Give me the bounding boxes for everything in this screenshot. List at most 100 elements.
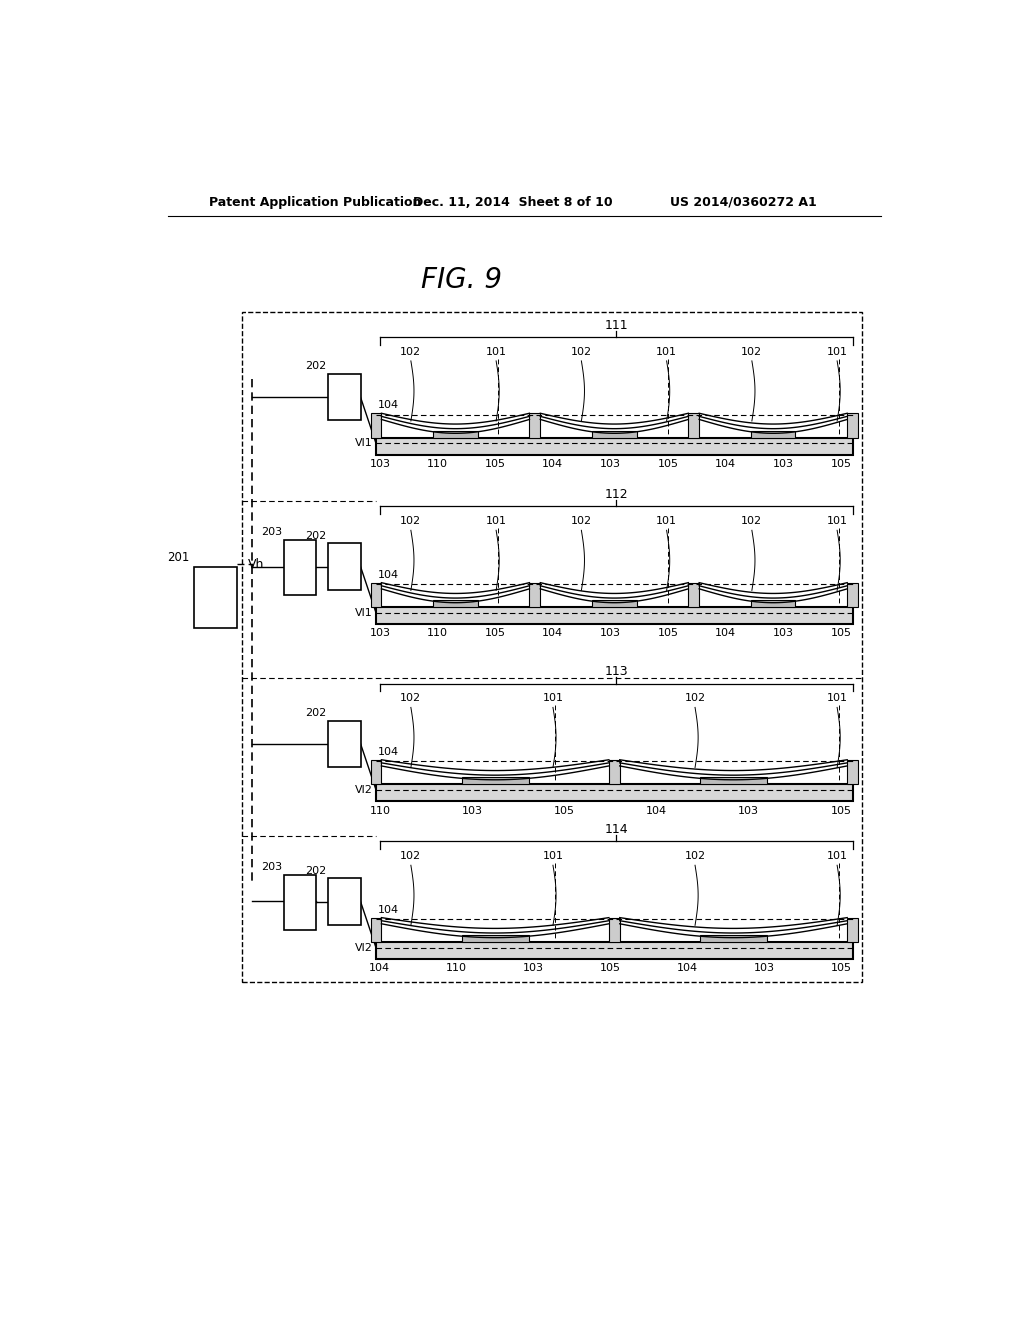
- Text: 104: 104: [543, 628, 563, 639]
- Text: Vl1: Vl1: [355, 438, 373, 449]
- Text: 103: 103: [370, 628, 390, 639]
- Text: 103: 103: [773, 459, 794, 469]
- Text: 102: 102: [400, 516, 422, 527]
- Text: Vl2: Vl2: [355, 942, 373, 953]
- Text: 105: 105: [830, 459, 852, 469]
- Bar: [433, 601, 477, 607]
- Text: 102: 102: [400, 693, 422, 704]
- Text: 105: 105: [484, 459, 506, 469]
- Bar: [529, 413, 541, 438]
- Bar: [376, 438, 853, 455]
- Text: 102: 102: [400, 347, 422, 356]
- Bar: [328, 721, 360, 767]
- Text: 101: 101: [485, 516, 507, 527]
- Text: 102: 102: [684, 851, 706, 861]
- Bar: [371, 582, 381, 607]
- Text: 101: 101: [656, 516, 677, 527]
- Text: 101: 101: [826, 516, 848, 527]
- Bar: [847, 760, 858, 784]
- Text: Vl2: Vl2: [355, 785, 373, 795]
- Text: 101: 101: [826, 347, 848, 356]
- Text: 104: 104: [646, 805, 667, 816]
- Bar: [284, 540, 316, 595]
- Text: 104: 104: [715, 459, 736, 469]
- Text: 114: 114: [604, 824, 628, 837]
- Text: 102: 102: [684, 693, 706, 704]
- Bar: [529, 582, 541, 607]
- Text: 203: 203: [261, 862, 283, 871]
- Text: 102: 102: [570, 516, 592, 527]
- Text: 105: 105: [484, 628, 506, 639]
- Text: 110: 110: [446, 964, 467, 973]
- Text: 104: 104: [677, 964, 697, 973]
- Text: 103: 103: [523, 964, 544, 973]
- Bar: [609, 917, 620, 942]
- Text: 104: 104: [715, 628, 736, 639]
- Text: 201: 201: [168, 550, 190, 564]
- Bar: [847, 917, 858, 942]
- Bar: [847, 413, 858, 438]
- Bar: [371, 917, 381, 942]
- Text: 104: 104: [378, 570, 398, 579]
- Text: 111: 111: [604, 319, 628, 333]
- Text: 101: 101: [656, 347, 677, 356]
- Text: US 2014/0360272 A1: US 2014/0360272 A1: [671, 195, 817, 209]
- Text: 110: 110: [427, 459, 449, 469]
- Bar: [376, 607, 853, 624]
- Bar: [194, 566, 237, 628]
- Text: 105: 105: [830, 964, 852, 973]
- Text: 105: 105: [657, 628, 679, 639]
- Text: 102: 102: [741, 347, 763, 356]
- Bar: [433, 432, 477, 438]
- Text: 101: 101: [826, 851, 848, 861]
- Bar: [376, 942, 853, 960]
- Bar: [700, 777, 767, 784]
- Text: Vl1: Vl1: [355, 607, 373, 618]
- Text: 103: 103: [738, 805, 759, 816]
- Bar: [688, 582, 699, 607]
- Text: FIG. 9: FIG. 9: [421, 267, 502, 294]
- Text: 104: 104: [370, 964, 390, 973]
- Text: 105: 105: [657, 459, 679, 469]
- Text: 202: 202: [305, 531, 327, 541]
- Text: 104: 104: [378, 904, 398, 915]
- Text: 101: 101: [826, 693, 848, 704]
- Text: 102: 102: [570, 347, 592, 356]
- Text: 112: 112: [604, 488, 628, 502]
- Text: 103: 103: [462, 805, 482, 816]
- Text: 105: 105: [554, 805, 574, 816]
- Text: Dec. 11, 2014  Sheet 8 of 10: Dec. 11, 2014 Sheet 8 of 10: [414, 195, 612, 209]
- Text: Patent Application Publication: Patent Application Publication: [209, 195, 422, 209]
- Bar: [462, 777, 528, 784]
- Text: 103: 103: [370, 459, 390, 469]
- Text: 103: 103: [773, 628, 794, 639]
- Text: 104: 104: [378, 400, 398, 411]
- Bar: [371, 760, 381, 784]
- Text: 101: 101: [543, 851, 563, 861]
- Text: 105: 105: [830, 628, 852, 639]
- Bar: [751, 432, 796, 438]
- Bar: [847, 582, 858, 607]
- Text: 202: 202: [305, 362, 327, 371]
- Text: 113: 113: [604, 665, 628, 678]
- Bar: [328, 878, 360, 924]
- Bar: [371, 413, 381, 438]
- Text: 103: 103: [754, 964, 774, 973]
- Text: 202: 202: [305, 708, 327, 718]
- Bar: [592, 601, 637, 607]
- Text: 104: 104: [378, 747, 398, 756]
- Text: 105: 105: [600, 964, 621, 973]
- Bar: [688, 413, 699, 438]
- Bar: [462, 936, 528, 942]
- Text: 104: 104: [543, 459, 563, 469]
- Bar: [376, 784, 853, 801]
- Text: 110: 110: [427, 628, 449, 639]
- Bar: [328, 544, 360, 590]
- Text: 101: 101: [485, 347, 507, 356]
- Bar: [284, 875, 316, 929]
- Bar: [609, 760, 620, 784]
- Text: 101: 101: [543, 693, 563, 704]
- Text: 110: 110: [370, 805, 390, 816]
- Text: 105: 105: [830, 805, 852, 816]
- Bar: [592, 432, 637, 438]
